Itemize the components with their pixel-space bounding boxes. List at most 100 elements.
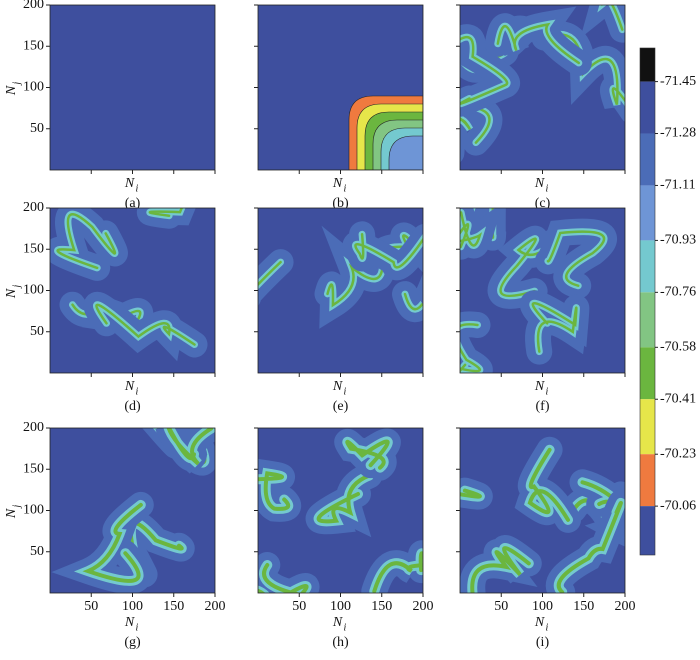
panel-label: (c) xyxy=(535,196,551,211)
y-tick-label: 50 xyxy=(30,324,44,339)
wave-core xyxy=(95,303,196,346)
wave-core xyxy=(166,428,214,466)
x-tick-label: 50 xyxy=(292,599,306,614)
y-axis-label-group: Nj xyxy=(4,285,22,300)
wave-core xyxy=(499,237,555,298)
panel: 50 100 150 200 50 100 150 200 N i (g) Nj xyxy=(4,420,225,650)
x-tick-label: 200 xyxy=(615,599,636,614)
x-axis-label: N xyxy=(534,176,545,191)
x-axis-label-sub: i xyxy=(344,622,347,633)
wave-core xyxy=(258,260,282,287)
colorbar-band xyxy=(640,81,655,134)
panel-label: (a) xyxy=(125,196,141,211)
x-axis-label: N xyxy=(332,176,343,191)
wave-core xyxy=(460,211,483,249)
panel-label: (b) xyxy=(332,196,349,211)
y-axis-label-sub: j xyxy=(11,505,22,510)
wave-core xyxy=(82,502,143,583)
x-axis-label: N xyxy=(124,615,135,630)
wave-core xyxy=(345,439,390,470)
wave-core xyxy=(56,213,117,270)
colorbar-band xyxy=(640,399,655,455)
y-tick-label: 150 xyxy=(23,241,44,256)
y-tick-label: 200 xyxy=(23,420,44,435)
halo xyxy=(580,5,625,43)
x-tick-label: 50 xyxy=(84,599,98,614)
wave-core xyxy=(354,233,423,269)
colorbar-band xyxy=(640,454,655,507)
colorbar-band xyxy=(640,506,655,555)
contour-pattern xyxy=(348,95,423,170)
colorbar-tick-label: -70.41 xyxy=(660,391,696,406)
wave-core xyxy=(372,551,423,593)
panel-label: (f) xyxy=(536,399,550,414)
x-axis-label-sub: i xyxy=(546,183,549,194)
y-axis-label-sub: j xyxy=(11,285,22,290)
panel-label: (i) xyxy=(536,635,550,650)
panel-background xyxy=(50,5,215,170)
x-axis-label: N xyxy=(124,176,135,191)
contour-pattern xyxy=(258,428,423,593)
colorbar-tick-label: -71.11 xyxy=(660,178,696,193)
wave-ring xyxy=(388,135,423,170)
x-tick-label: 150 xyxy=(163,599,184,614)
x-axis-label-sub: i xyxy=(136,183,139,194)
wave-core xyxy=(460,488,482,499)
x-axis-label-sub: i xyxy=(136,622,139,633)
y-axis-label-group: Nj xyxy=(4,82,22,97)
y-tick-label: 100 xyxy=(23,80,44,95)
wave-core xyxy=(326,259,384,308)
x-axis-label-sub: i xyxy=(546,622,549,633)
contour-pattern xyxy=(460,436,625,593)
wave-core xyxy=(527,447,570,522)
y-axis-label-group: Nj xyxy=(4,505,22,520)
wave-core xyxy=(460,104,491,144)
wave-core xyxy=(531,302,578,353)
contour-pattern xyxy=(51,428,215,593)
wave-core xyxy=(546,230,606,287)
x-tick-label: 100 xyxy=(532,599,553,614)
y-tick-label: 150 xyxy=(23,38,44,53)
wave-core xyxy=(496,22,581,65)
colorbar-tick-label: -70.58 xyxy=(660,340,696,355)
colorbar-band xyxy=(640,185,655,241)
y-axis-label: N xyxy=(4,288,19,299)
x-axis-label: N xyxy=(332,379,343,394)
y-axis-label: N xyxy=(4,508,19,519)
x-tick-label: 50 xyxy=(494,599,508,614)
panel: 50 100 150 200 N i (a) Nj xyxy=(4,0,216,211)
colorbar-tick-label: -71.28 xyxy=(660,126,696,141)
wave-core xyxy=(470,546,531,593)
x-tick-label: 100 xyxy=(122,599,143,614)
colorbar-band xyxy=(640,133,655,186)
contour-pattern xyxy=(50,208,208,362)
colorbar-tick-label: -70.23 xyxy=(660,446,696,461)
wave-core xyxy=(258,563,309,593)
colorbar-band xyxy=(640,347,655,400)
y-axis-label-sub: j xyxy=(11,82,22,87)
panel: 50 100 150 200 N i (d) Nj xyxy=(4,200,216,414)
x-tick-label: 200 xyxy=(413,599,434,614)
wave-core xyxy=(556,500,623,593)
x-axis-label-sub: i xyxy=(546,386,549,397)
x-tick-label: 200 xyxy=(205,599,226,614)
contour-pattern xyxy=(460,5,625,163)
x-axis-label: N xyxy=(332,615,343,630)
x-axis-label: N xyxy=(534,615,545,630)
y-axis-label: N xyxy=(4,85,19,96)
y-tick-label: 150 xyxy=(23,461,44,476)
x-axis-label: N xyxy=(534,379,545,394)
panel: 50 100 150 200 N i (i) xyxy=(456,427,636,650)
wave-core xyxy=(148,208,184,217)
colorbar-band xyxy=(640,292,655,348)
colorbar-tick-label: -70.06 xyxy=(660,498,696,513)
y-tick-label: 50 xyxy=(30,544,44,559)
wave-core xyxy=(316,473,372,524)
panel: 50 100 150 200 N i (h) xyxy=(254,427,434,650)
panel-label: (g) xyxy=(124,635,141,650)
